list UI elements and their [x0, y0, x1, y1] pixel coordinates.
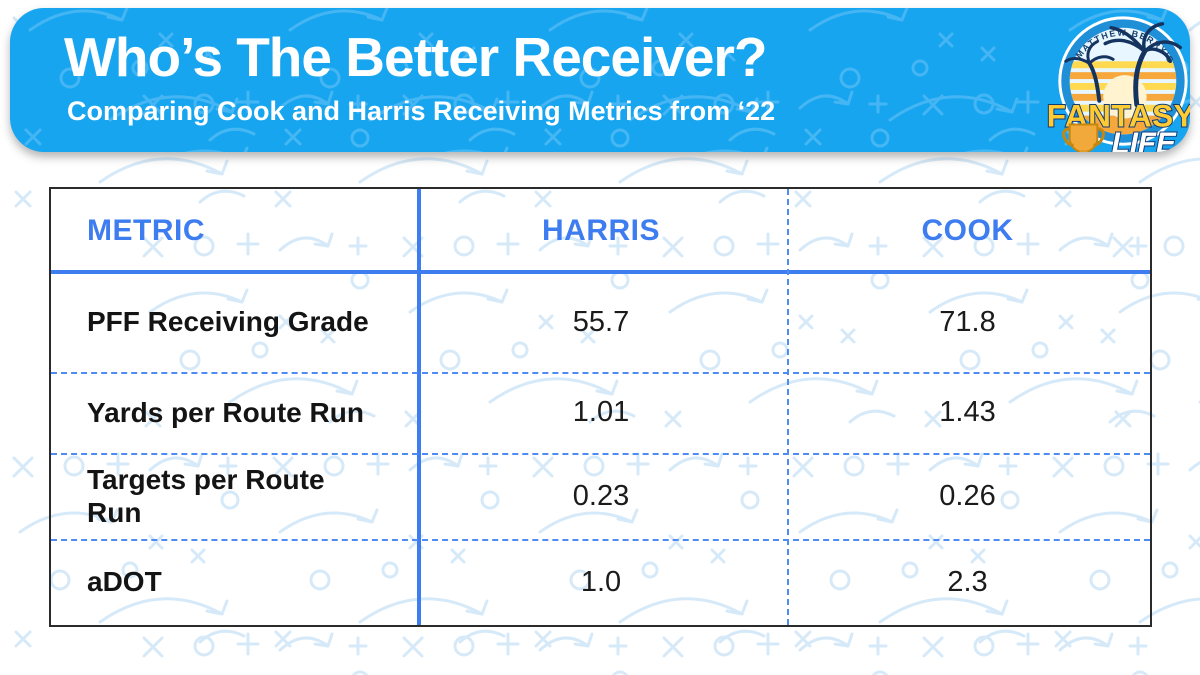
harris-pff-receiving-grade: 55.7 — [572, 305, 630, 338]
row-label-yards-per-route-run: Yards per Route Run — [87, 396, 364, 428]
row-label-targets-per-route-run: Targets per Route Run — [87, 463, 325, 528]
column-header-harris: HARRIS — [541, 213, 660, 247]
header-banner: Who’s The Better Receiver? Comparing Coo… — [10, 8, 1190, 152]
harris-targets-per-route-run: 0.23 — [572, 479, 630, 512]
cook-targets-per-route-run: 0.26 — [939, 479, 996, 512]
comparison-table: METRIC HARRIS COOK PFF Receiving Grade 5… — [49, 187, 1152, 627]
column-header-cook: COOK — [921, 213, 1014, 247]
page-title: Who’s The Better Receiver? — [64, 26, 767, 88]
harris-adot: 1.0 — [580, 565, 622, 598]
row-label-pff-receiving-grade: PFF Receiving Grade — [87, 306, 369, 338]
logo-life-text: LIFE — [1112, 127, 1177, 152]
fantasy-life-logo: MATTHEW BERRY'S FANTASY LIFE — [1046, 16, 1190, 152]
palm-tree-icon — [1064, 22, 1182, 108]
page-subtitle: Comparing Cook and Harris Receiving Metr… — [67, 96, 776, 126]
harris-yards-per-route-run: 1.01 — [572, 396, 630, 428]
column-header-metric: METRIC — [87, 213, 205, 247]
cook-yards-per-route-run: 1.43 — [939, 396, 996, 428]
row-label-adot: aDOT — [87, 566, 162, 598]
trophy-icon — [1062, 123, 1105, 152]
cook-adot: 2.3 — [947, 565, 988, 598]
cook-pff-receiving-grade: 71.8 — [939, 305, 996, 338]
